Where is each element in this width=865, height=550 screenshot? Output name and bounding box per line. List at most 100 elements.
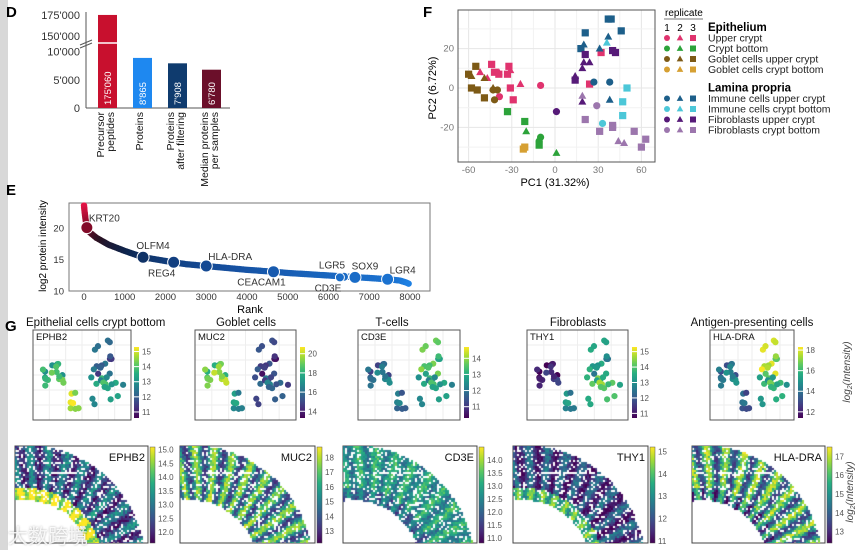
f-legend-marker: [690, 106, 696, 112]
f-legend-marker: [690, 45, 696, 52]
g-pca-dot: [779, 393, 786, 400]
f-data-point: [605, 95, 614, 103]
g-pca-dot: [42, 382, 49, 389]
f-ylabel: PC2 (6.72%): [427, 57, 439, 120]
g-pca-dot: [382, 373, 389, 380]
g-pca-dot: [741, 400, 748, 407]
g-pca-dot: [774, 381, 781, 388]
panel-letter-d: D: [6, 4, 17, 21]
f-data-point: [617, 27, 625, 35]
g-pca-dot: [284, 381, 292, 388]
f-legend-group-title: Epithelium: [708, 22, 767, 34]
g-pca-dot: [60, 379, 67, 386]
g-colorbar-tick-label: 12: [806, 408, 815, 417]
g-pca-dot: [715, 366, 723, 373]
g-spatial-map-hla-dra: [692, 446, 825, 543]
f-data-point: [522, 127, 531, 135]
g-pca-dot: [415, 374, 422, 381]
watermark: 大数跨境: [8, 524, 88, 548]
f-xtick-label: 30: [593, 165, 604, 176]
e-xtick-label: 8000: [399, 292, 420, 303]
e-protein-marker: [381, 272, 395, 286]
g-spatial-colorbar-tick-label: 13.0: [487, 482, 503, 491]
f-legend-marker: [676, 95, 684, 101]
f-data-point: [590, 78, 598, 86]
e-ytick-label: 20: [53, 224, 64, 235]
g-spatial-colorbar-tick-label: 14.0: [487, 456, 503, 465]
g-colorbar-tick-label: 18: [806, 346, 815, 355]
g-spatial-map-cd3e: [343, 446, 477, 543]
e-ytick-label: 10: [53, 287, 64, 298]
e-xtick-label: 6000: [318, 292, 339, 303]
f-ytick-label: -20: [440, 122, 454, 133]
f-legend-marker: [664, 116, 670, 123]
f-data-point: [480, 74, 489, 82]
f-data-point: [595, 44, 604, 52]
g-pca-dot: [69, 400, 77, 407]
f-xtick-label: -30: [505, 165, 519, 176]
f-ytick-label: 20: [443, 44, 454, 55]
f-legend-marker: [690, 35, 696, 41]
f-legend-marker: [676, 116, 684, 122]
g-colorbar-tick-label: 14: [640, 363, 649, 372]
g-colorbar-tick-label: 13: [142, 378, 151, 387]
g-pca-dot: [93, 380, 100, 387]
f-data-point: [493, 86, 501, 94]
g-pca-dot: [255, 401, 262, 408]
g-pca-dot: [235, 405, 242, 412]
d-ytick-label: 5'000: [53, 75, 80, 87]
e-protein-label: HLA-DRA: [208, 252, 252, 263]
g-pca-dot: [101, 383, 108, 391]
g-colorbar-tick-label: 12: [472, 387, 481, 396]
f-data-point: [596, 127, 604, 135]
g-spatial-colorbar-tick-label: 13: [658, 492, 667, 501]
f-data-point: [637, 143, 645, 151]
g-pca-dot: [603, 396, 611, 403]
g-pca-dot: [107, 353, 114, 360]
g-panel-title: Antigen-presenting cells: [691, 317, 814, 329]
e-protein-label: LGR4: [390, 265, 417, 276]
e-protein-label: CEACAM1: [237, 278, 286, 289]
f-legend-marker: [664, 45, 670, 52]
g-pca-dot: [271, 396, 279, 403]
g-pca-dot: [89, 395, 96, 402]
g-gene-label: EPHB2: [36, 332, 67, 343]
g-pca-colorbar: [798, 347, 803, 418]
panel-letter-e: E: [6, 182, 16, 199]
f-data-point: [571, 76, 579, 84]
g-pca-dot: [230, 405, 237, 412]
f-legend-marker: [690, 127, 696, 133]
d-ytick-label: 150'000: [41, 31, 80, 43]
g-pca-dot: [543, 369, 550, 376]
panel-letter-g: G: [5, 318, 17, 335]
g-spatial-colorbar-tick-label: 15.0: [158, 446, 174, 455]
g-pca-dot: [398, 389, 405, 396]
f-legend-marker: [664, 35, 670, 41]
f-legend-marker: [676, 55, 684, 62]
g-pca-dot: [727, 363, 734, 370]
f-xlabel: PC1 (31.32%): [520, 177, 589, 189]
d-ytick-label: 0: [74, 103, 80, 115]
e-protein-label: LGR5: [319, 261, 346, 272]
f-legend-replicate-number: 1: [664, 23, 670, 34]
g-pca-dot: [252, 374, 259, 381]
g-pca-dot: [120, 381, 127, 388]
f-legend-marker: [690, 116, 696, 123]
f-data-point: [503, 70, 512, 78]
d-bar: [133, 57, 152, 108]
f-legend-item-label: Immune cells upper crypt: [708, 93, 825, 105]
g-colorbar-tick-label: 16: [308, 388, 317, 397]
g-pca-dot: [67, 405, 74, 412]
g-pca-dot: [605, 381, 612, 388]
d-category-label: Precursor: [95, 112, 107, 158]
g-gene-label: THY1: [530, 332, 554, 343]
g-pca-dot: [616, 381, 624, 388]
g-pca-dot: [772, 353, 779, 360]
g-pca-dot: [53, 363, 60, 370]
g-pca-dot: [271, 339, 278, 346]
g-pca-dot: [565, 400, 572, 407]
f-data-point: [473, 86, 481, 94]
g-pca-dot: [235, 389, 242, 396]
g-pca-dot: [603, 353, 610, 360]
f-data-point: [521, 143, 529, 151]
